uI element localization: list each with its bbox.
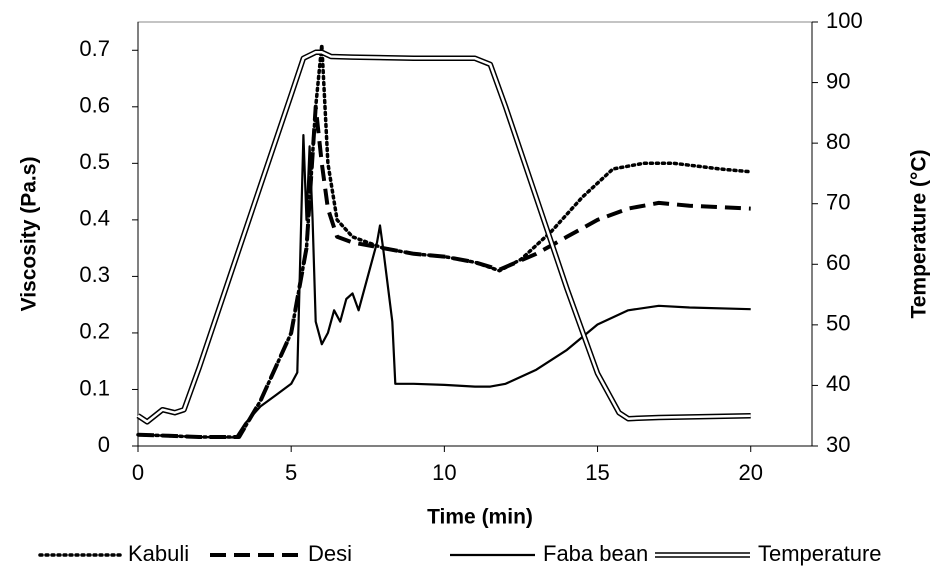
series-line xyxy=(137,51,751,424)
y-tick-label: 0.2 xyxy=(79,319,110,344)
y2-tick-label: 70 xyxy=(826,190,850,215)
x-tick-label: 20 xyxy=(738,460,762,485)
legend-label: Kabuli xyxy=(128,541,189,566)
x-tick-label: 5 xyxy=(285,460,297,485)
x-tick-label: 0 xyxy=(132,460,144,485)
y-tick-label: 0.5 xyxy=(79,149,110,174)
y2-tick-label: 80 xyxy=(826,129,850,154)
y-tick-label: 0.6 xyxy=(79,93,110,118)
y2-tick-label: 100 xyxy=(826,8,863,33)
y-tick-label: 0.1 xyxy=(79,375,110,400)
y2-tick-label: 60 xyxy=(826,250,850,275)
y2-tick-label: 40 xyxy=(826,371,850,396)
y-tick-label: 0.3 xyxy=(79,262,110,287)
x-axis-title: Time (min) xyxy=(427,506,533,529)
series-line xyxy=(136,42,753,439)
plot-frame xyxy=(137,21,813,447)
y-tick-label: 0.7 xyxy=(79,36,110,61)
x-tick-label: 10 xyxy=(432,460,456,485)
y2-axis-title: Temperature (°C) xyxy=(908,149,931,318)
legend-label: Faba bean xyxy=(543,541,648,566)
x-tick-label: 15 xyxy=(585,460,609,485)
y-tick-label: 0 xyxy=(98,432,110,457)
y2-tick-label: 90 xyxy=(826,68,850,93)
legend-label: Desi xyxy=(308,541,352,566)
legend-label: Temperature xyxy=(758,541,882,566)
y-axis-title: Viscosity (Pa.s) xyxy=(18,157,41,312)
y2-tick-label: 50 xyxy=(826,311,850,336)
series-line xyxy=(137,134,751,439)
y-tick-label: 0.4 xyxy=(79,206,110,231)
series-line xyxy=(137,104,751,439)
y2-tick-label: 30 xyxy=(826,432,850,457)
series-line xyxy=(136,49,751,425)
